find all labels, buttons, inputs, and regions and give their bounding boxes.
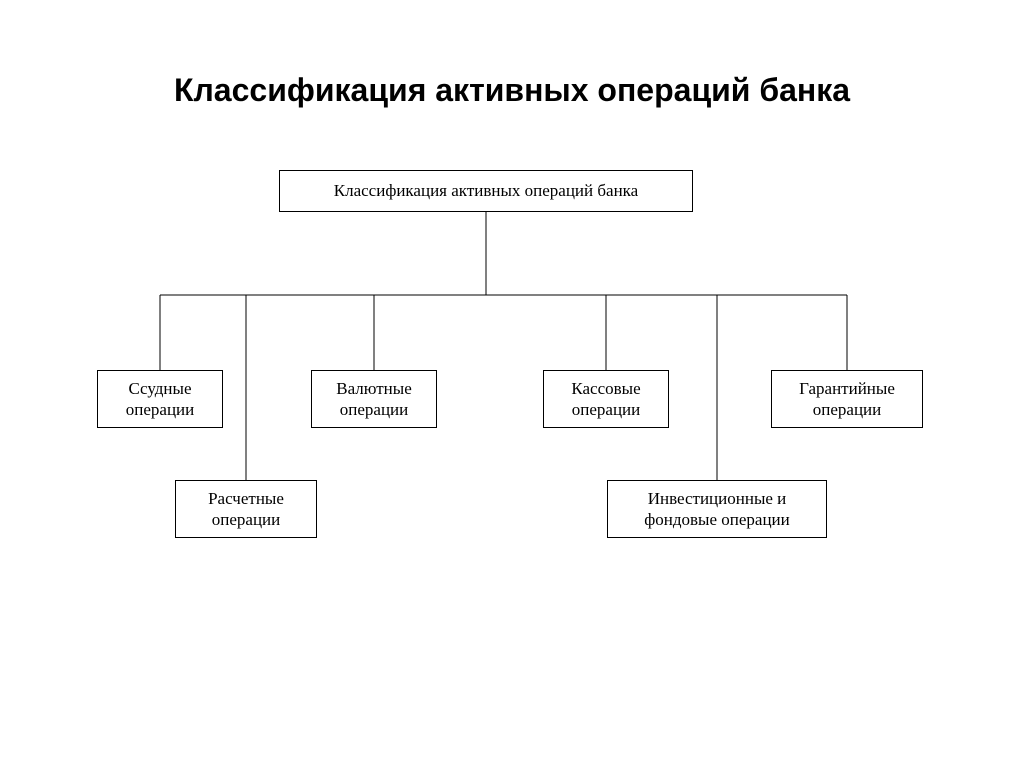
node-n3-label: Кассовые операции — [552, 378, 660, 421]
diagram-canvas: Классификация активных операций банка Сс… — [55, 160, 969, 600]
node-root-label: Классификация активных операций банка — [334, 180, 638, 201]
node-n5: Расчетные операции — [175, 480, 317, 538]
node-n4: Гарантийные операции — [771, 370, 923, 428]
node-n2-label: Валютные операции — [320, 378, 428, 421]
node-n6-label: Инвестиционные и фондовые операции — [616, 488, 818, 531]
node-n3: Кассовые операции — [543, 370, 669, 428]
node-n2: Валютные операции — [311, 370, 437, 428]
node-n4-label: Гарантийные операции — [780, 378, 914, 421]
node-n6: Инвестиционные и фондовые операции — [607, 480, 827, 538]
page-title: Классификация активных операций банка — [0, 72, 1024, 109]
node-n1-label: Ссудные операции — [106, 378, 214, 421]
node-root: Классификация активных операций банка — [279, 170, 693, 212]
node-n5-label: Расчетные операции — [184, 488, 308, 531]
node-n1: Ссудные операции — [97, 370, 223, 428]
